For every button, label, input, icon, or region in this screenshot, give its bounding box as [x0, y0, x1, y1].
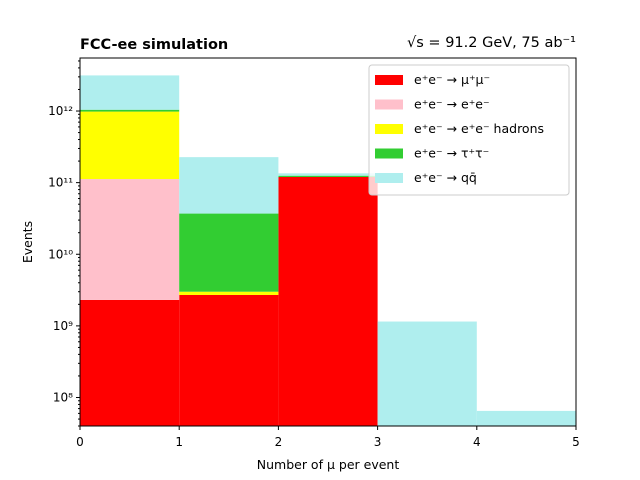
- bar-series1-bin0: [80, 179, 180, 300]
- bar-series4-bin1: [179, 157, 279, 214]
- bar-series0-bin0: [80, 299, 180, 426]
- bar-series2-bin0: [80, 111, 180, 180]
- legend-swatch: [375, 75, 403, 85]
- bar-series4-bin4: [476, 410, 576, 426]
- legend-label: e⁺e⁻ → μ⁺μ⁻: [414, 72, 490, 87]
- bars-group: [80, 75, 576, 426]
- y-tick-label: 10¹⁰: [48, 247, 73, 261]
- legend-swatch: [375, 148, 403, 159]
- legend-label: e⁺e⁻ → qq̄: [414, 170, 477, 185]
- legend-box: [368, 64, 570, 196]
- bar-series2-bin1: [179, 291, 279, 295]
- x-tick-label: 3: [374, 435, 382, 449]
- chart-title-left: FCC-ee simulation: [80, 37, 228, 53]
- legend-label: e⁺e⁻ → τ⁺τ⁻: [414, 146, 489, 161]
- bar-series3-bin1: [179, 213, 279, 292]
- y-axis: 10⁸ 10⁹ 10¹⁰ 10¹¹ 10¹²: [48, 60, 80, 427]
- bar-series3-bin0: [80, 109, 180, 112]
- chart-title-right: √s = 91.2 GeV, 75 ab⁻¹: [407, 35, 576, 51]
- bar-series4-bin3: [377, 321, 477, 426]
- x-axis-label: Number of μ per event: [257, 457, 400, 472]
- y-axis-label: Events: [20, 221, 35, 263]
- legend-label: e⁺e⁻ → e⁺e⁻: [414, 97, 490, 112]
- legend-swatch: [375, 173, 403, 183]
- x-tick-label: 2: [275, 435, 283, 449]
- x-tick-label: 4: [473, 435, 481, 449]
- bar-series0-bin2: [278, 176, 378, 426]
- y-tick-label: 10⁸: [53, 390, 73, 404]
- plot-frame: [79, 57, 577, 427]
- x-tick-label: 1: [175, 435, 183, 449]
- y-tick-label: 10¹¹: [48, 176, 73, 190]
- x-tick-label: 5: [572, 435, 580, 449]
- y-tick-label: 10⁹: [53, 319, 73, 333]
- bar-series4-bin0: [80, 75, 180, 110]
- x-axis: 0 1 2 3 4 5: [76, 426, 580, 449]
- legend-swatch: [375, 99, 403, 110]
- bar-series0-bin1: [179, 294, 279, 426]
- legend: e⁺e⁻ → μ⁺μ⁻ e⁺e⁻ → e⁺e⁻ e⁺e⁻ → e⁺e⁻ hadron…: [368, 64, 570, 196]
- legend-swatch: [375, 124, 403, 134]
- y-tick-label: 10¹²: [48, 104, 73, 118]
- bar-series4-bin2: [278, 173, 378, 176]
- legend-label: e⁺e⁻ → e⁺e⁻ hadrons: [414, 121, 544, 136]
- bar-series3-bin2: [278, 175, 378, 177]
- x-tick-label: 0: [76, 435, 84, 449]
